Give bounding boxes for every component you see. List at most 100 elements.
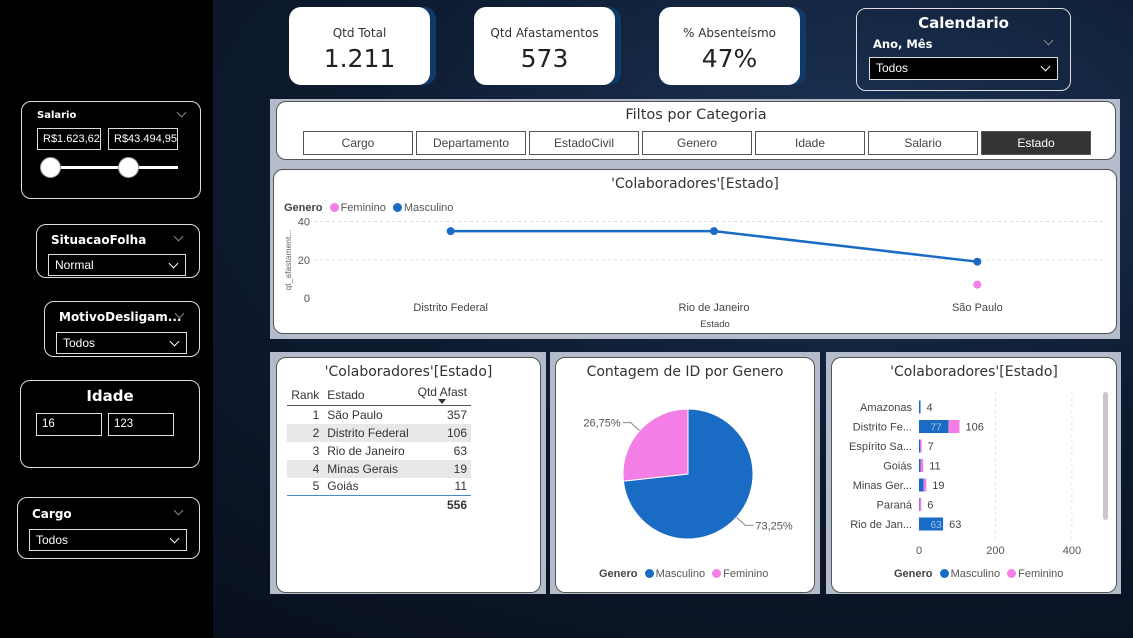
table-cell: 1 <box>312 407 320 422</box>
y-tick-label: Amazonas <box>860 402 912 414</box>
kpi-label: Qtd Total <box>332 26 387 40</box>
legend-masculino-label: Masculino <box>403 202 454 214</box>
table-cell: Goiás <box>327 479 359 494</box>
legend-title: Genero <box>599 568 638 580</box>
table-row[interactable]: 3 Rio de Janeiro 63 <box>287 442 471 460</box>
sidebar: Salario R$1.623,62 R$43.494,95 SituacaoF… <box>0 0 213 638</box>
y-tick-label: Rio de Jan... <box>850 519 912 531</box>
bar-total-label: 4 <box>927 402 933 414</box>
table-total-row: 556 <box>287 496 471 514</box>
bar-chart-scrollbar[interactable] <box>1103 392 1108 520</box>
table-row[interactable]: 5 Goiás 11 <box>287 478 471 496</box>
tab-genero[interactable]: Genero <box>642 131 752 155</box>
motivo-value: Todos <box>63 336 96 350</box>
cargo-dropdown[interactable]: Todos <box>29 529 187 551</box>
legend-title: Genero <box>894 568 933 580</box>
chevron-down-icon[interactable] <box>173 231 184 242</box>
y-tick-label: Paraná <box>877 500 913 512</box>
chevron-down-icon <box>1040 61 1051 72</box>
x-tick-label: São Paulo <box>952 302 1003 314</box>
data-point-feminino <box>973 280 982 289</box>
idade-min-input[interactable]: 16 <box>36 413 102 436</box>
table-cell: Rio de Janeiro <box>327 443 405 458</box>
table-cell: 2 <box>287 423 324 442</box>
motivo-dropdown[interactable]: Todos <box>56 332 187 354</box>
kpi-value: 573 <box>520 44 569 73</box>
table-cell: Minas Gerais <box>323 459 414 478</box>
chevron-down-icon[interactable] <box>176 107 187 118</box>
bar-feminino <box>920 459 924 472</box>
data-point-masculino <box>973 257 982 266</box>
bar-total-label: 19 <box>932 480 944 492</box>
line-chart-title: 'Colaboradores'[Estado] <box>611 176 779 192</box>
bar-masculino <box>919 439 921 453</box>
calendario-dropdown[interactable]: Todos <box>869 57 1058 80</box>
bar-legend: Genero Masculino Feminino <box>894 568 1063 580</box>
table-cell: 357 <box>446 407 467 422</box>
tab-salario[interactable]: Salario <box>868 131 978 155</box>
bar-feminino <box>919 498 922 511</box>
chevron-down-icon[interactable] <box>173 505 184 516</box>
table-cell: Distrito Federal <box>323 423 414 442</box>
situacao-dropdown[interactable]: Normal <box>48 254 186 276</box>
bar-masculino <box>919 400 921 414</box>
table-cell: 106 <box>413 423 471 442</box>
legend-feminino-label: Feminino <box>723 568 769 580</box>
salario-slicer: Salario R$1.623,62 R$43.494,95 <box>21 101 201 199</box>
salario-slider-max-handle[interactable] <box>118 157 139 178</box>
chevron-down-icon <box>168 258 179 269</box>
legend-feminino-label: Feminino <box>1018 568 1064 580</box>
tab-estado[interactable]: Estado <box>981 131 1091 155</box>
legend-feminino-dot <box>712 568 722 578</box>
sort-desc-icon <box>438 399 447 404</box>
idade-max-input[interactable]: 123 <box>108 413 174 436</box>
table-cell: 19 <box>413 459 471 478</box>
y-tick-label: 20 <box>298 255 310 267</box>
table-row[interactable]: 1 São Paulo 357 <box>287 406 471 424</box>
chevron-down-icon[interactable] <box>1043 35 1054 46</box>
tab-departamento[interactable]: Departamento <box>416 131 526 155</box>
bar-chart-panel: 'Colaboradores'[Estado] 0 200 400 Amazonas 4… <box>831 357 1117 593</box>
line-chart-panel: 'Colaboradores'[Estado] Genero Feminino … <box>273 169 1117 334</box>
salario-slider-track[interactable] <box>48 166 178 169</box>
tab-idade[interactable]: Idade <box>755 131 865 155</box>
table-header[interactable]: Qtd Afast <box>413 384 471 406</box>
line-chart: qt_afastament... Estado 40 20 0 Distrito Fe… <box>283 217 1104 330</box>
kpi-qtd-total: Qtd Total 1.211 <box>289 7 430 85</box>
x-tick-label: 0 <box>916 545 922 557</box>
salario-max-input[interactable]: R$43.494,95 <box>108 128 178 150</box>
table-row[interactable]: 4 Minas Gerais 19 <box>287 459 471 478</box>
table-header-label: Qtd Afast <box>417 385 467 399</box>
bar-inner-label: 77 <box>930 423 942 434</box>
bar-total-label: 11 <box>929 461 940 473</box>
pie-slice-feminino <box>622 408 689 482</box>
x-tick-label: Distrito Federal <box>413 302 488 314</box>
pie-chart: 73,25% 26,75% <box>583 408 793 540</box>
kpi-absenteismo: % Absenteísmo 47% <box>659 7 800 85</box>
bar-chart-title: 'Colaboradores'[Estado] <box>890 364 1058 380</box>
bar-total-label: 106 <box>966 422 984 434</box>
pie-chart-title: Contagem de ID por Genero <box>586 364 784 380</box>
tab-cargo[interactable]: Cargo <box>303 131 413 155</box>
motivo-title: MotivoDesligam... <box>59 310 182 324</box>
table-header[interactable]: Rank <box>291 387 320 402</box>
motivo-slicer: MotivoDesligam... Todos <box>44 301 200 357</box>
legend-feminino-dot <box>329 202 339 212</box>
table-header[interactable]: Estado <box>327 387 365 402</box>
bar-masculino <box>919 517 944 531</box>
data-point-masculino <box>446 227 455 236</box>
legend-feminino-dot <box>1007 568 1017 578</box>
pie-chart-panel: Contagem de ID por Genero 73,25% 26,75% G… <box>555 357 815 593</box>
kpi-label: Qtd Afastamentos <box>490 26 599 40</box>
y-tick-label: Distrito Fe... <box>853 422 912 434</box>
salario-slider-min-handle[interactable] <box>40 157 61 178</box>
rank-table: Rank Estado Qtd Afast 1 São Paulo 357 2 Dis… <box>287 384 471 514</box>
table-row[interactable]: 2 Distrito Federal 106 <box>287 423 471 442</box>
salario-min-input[interactable]: R$1.623,62 <box>37 128 101 150</box>
table-cell: 5 <box>312 479 320 494</box>
legend-feminino-label: Feminino <box>340 202 386 214</box>
tab-estadocivil[interactable]: EstadoCivil <box>529 131 639 155</box>
calendario-value: Todos <box>876 61 909 75</box>
kpi-qtd-afastamentos: Qtd Afastamentos 573 <box>474 7 615 85</box>
bar-total-label: 63 <box>949 519 961 531</box>
